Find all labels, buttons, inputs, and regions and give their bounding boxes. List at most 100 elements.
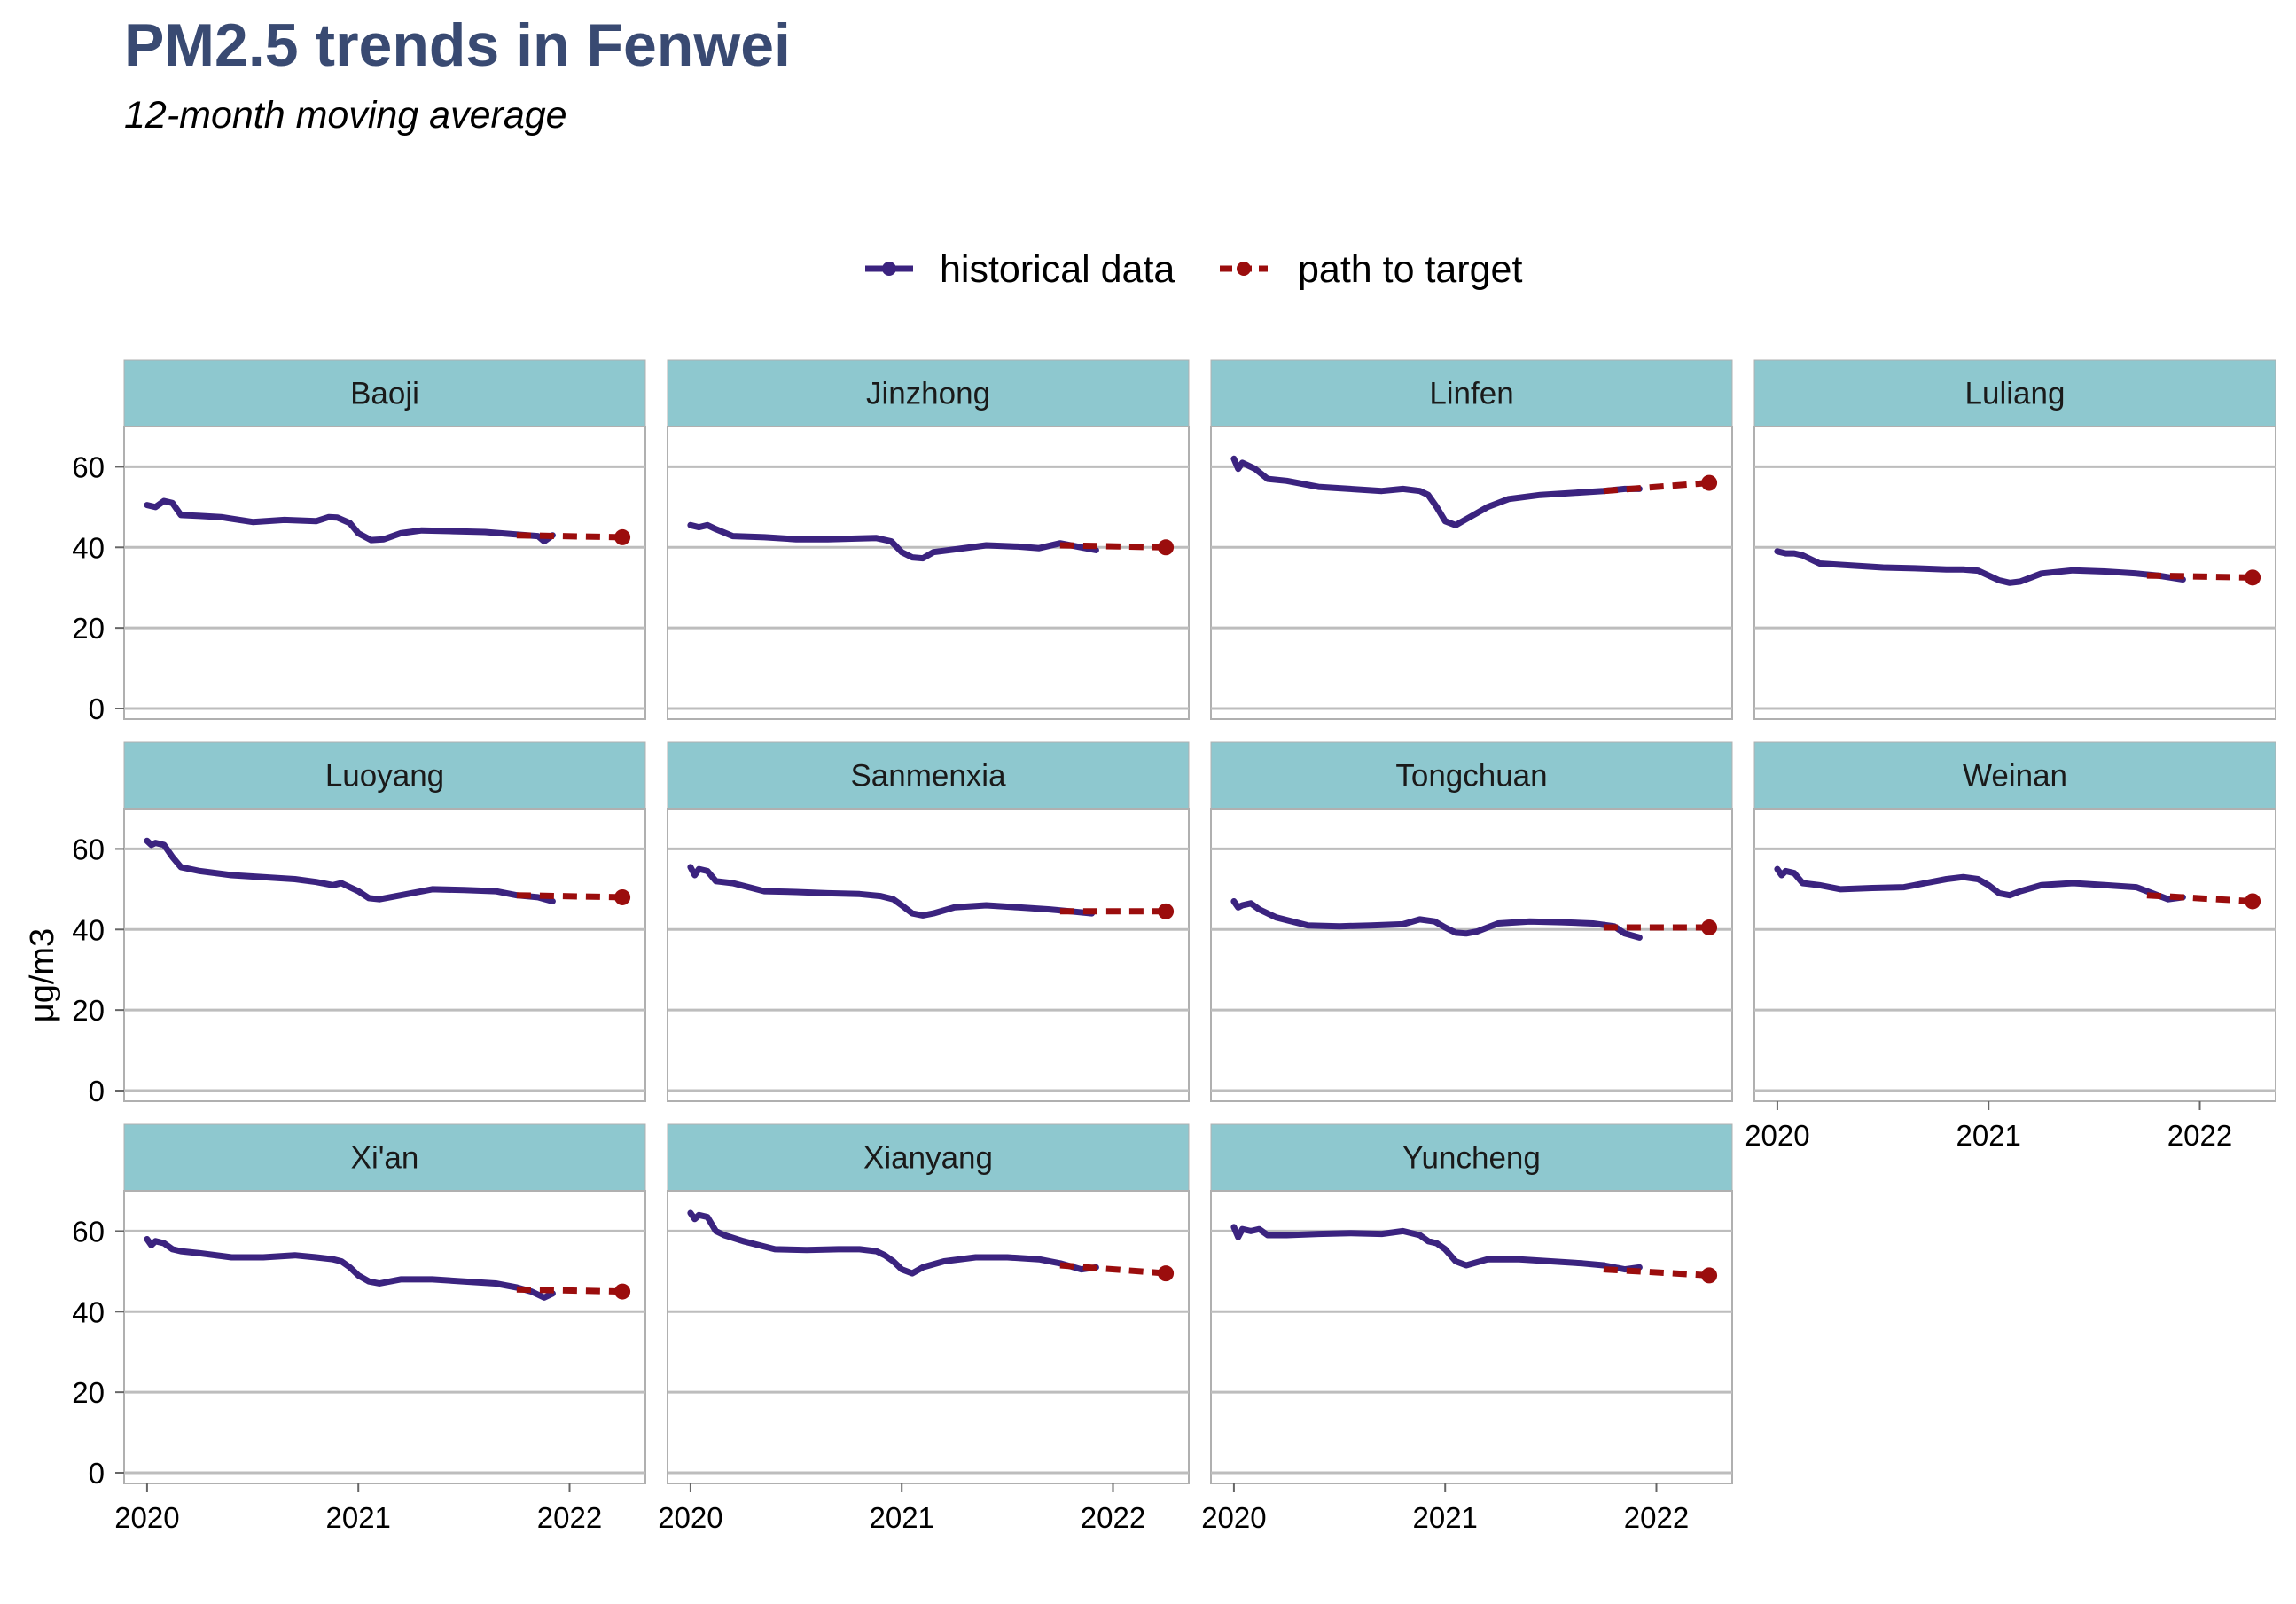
target-line-luliang bbox=[2146, 572, 2253, 581]
x-tick-yuncheng-2021: 2021 bbox=[1413, 1501, 1478, 1534]
panel-sanmenxia: Sanmenxia bbox=[667, 741, 1190, 1102]
historical-line-tongchuan bbox=[1230, 898, 1643, 941]
chart-title: PM2.5 trends in Fenwei bbox=[124, 12, 791, 79]
strip-luoyang bbox=[123, 741, 646, 810]
historical-line-luoyang bbox=[144, 837, 556, 904]
x-tick-xianyang-2021: 2021 bbox=[870, 1501, 934, 1534]
panel-luoyang: Luoyang 0 20 40 60 bbox=[72, 741, 646, 1107]
panel-xi-an: Xi'an 0 20 40 60 2020 2021 2022 bbox=[72, 1123, 646, 1534]
x-tick-weinan-2020: 2020 bbox=[1745, 1119, 1809, 1152]
target-point-jinzhong bbox=[1158, 539, 1175, 556]
target-line-jinzhong bbox=[1059, 542, 1167, 551]
panel-linfen: Linfen bbox=[1210, 359, 1733, 720]
target-line-weinan bbox=[2146, 892, 2253, 904]
plot-area-luoyang bbox=[123, 808, 646, 1102]
strip-tongchuan bbox=[1210, 741, 1733, 810]
panel-luliang: Luliang bbox=[1753, 359, 2276, 720]
strip-jinzhong bbox=[667, 359, 1190, 427]
legend-historical-marker bbox=[882, 262, 896, 276]
strip-label-tongchuan: Tongchuan bbox=[1395, 759, 1547, 794]
legend-historical-label: historical data bbox=[940, 248, 1175, 291]
panel-xianyang: Xianyang 2020 2021 2022 bbox=[658, 1123, 1190, 1534]
historical-line-sanmenxia bbox=[687, 864, 1096, 919]
legend-item-target: path to target bbox=[1220, 248, 1522, 291]
plot-area-xi-an bbox=[123, 1190, 646, 1484]
target-line-xi-an bbox=[516, 1286, 623, 1295]
legend-target-marker bbox=[1237, 262, 1251, 276]
panel-tongchuan: Tongchuan bbox=[1210, 741, 1733, 1102]
strip-sanmenxia bbox=[667, 741, 1190, 810]
target-point-luoyang bbox=[614, 888, 631, 905]
target-point-weinan bbox=[2245, 893, 2261, 910]
x-tick-weinan-2021: 2021 bbox=[1956, 1119, 2021, 1152]
x-tick-yuncheng-2020: 2020 bbox=[1201, 1501, 1266, 1534]
target-line-baoji bbox=[516, 532, 623, 541]
y-tick-xi-an-0: 0 bbox=[89, 1457, 105, 1490]
y-tick-luoyang-20: 20 bbox=[72, 994, 105, 1027]
y-tick-luoyang-60: 60 bbox=[72, 833, 105, 865]
panel-jinzhong: Jinzhong bbox=[667, 359, 1190, 720]
strip-label-weinan: Weinan bbox=[1963, 759, 2067, 794]
strip-label-linfen: Linfen bbox=[1429, 377, 1513, 411]
panel-weinan: Weinan 2020 2021 2022 bbox=[1745, 741, 2276, 1152]
x-tick-weinan-2022: 2022 bbox=[2167, 1119, 2232, 1152]
strip-yuncheng bbox=[1210, 1123, 1733, 1192]
x-tick-xi-an-2022: 2022 bbox=[537, 1501, 602, 1534]
x-tick-xianyang-2020: 2020 bbox=[658, 1501, 722, 1534]
historical-line-yuncheng bbox=[1230, 1224, 1643, 1273]
strip-label-xianyang: Xianyang bbox=[863, 1141, 993, 1176]
y-tick-baoji-20: 20 bbox=[72, 612, 105, 645]
y-tick-xi-an-20: 20 bbox=[72, 1376, 105, 1409]
strip-label-yuncheng: Yuncheng bbox=[1402, 1141, 1541, 1176]
strip-xi-an bbox=[123, 1123, 646, 1192]
strip-label-sanmenxia: Sanmenxia bbox=[850, 759, 1006, 794]
x-tick-xi-an-2021: 2021 bbox=[326, 1501, 391, 1534]
historical-line-jinzhong bbox=[687, 521, 1099, 562]
legend-target-label: path to target bbox=[1298, 248, 1522, 291]
strip-linfen bbox=[1210, 359, 1733, 427]
y-tick-xi-an-40: 40 bbox=[72, 1295, 105, 1328]
plot-area-tongchuan bbox=[1210, 808, 1733, 1102]
target-point-tongchuan bbox=[1701, 919, 1718, 936]
legend: historical data path to target bbox=[865, 248, 1522, 291]
strip-weinan bbox=[1753, 741, 2276, 810]
x-tick-xi-an-2020: 2020 bbox=[114, 1501, 179, 1534]
plot-area-yuncheng bbox=[1210, 1190, 1733, 1484]
x-tick-xianyang-2022: 2022 bbox=[1081, 1501, 1145, 1534]
plot-area-jinzhong bbox=[667, 426, 1190, 720]
strip-baoji bbox=[123, 359, 646, 427]
chart-subtitle: 12-month moving average bbox=[124, 94, 567, 137]
y-tick-xi-an-60: 60 bbox=[72, 1215, 105, 1248]
y-tick-baoji-40: 40 bbox=[72, 531, 105, 564]
target-point-yuncheng bbox=[1701, 1267, 1718, 1284]
historical-line-linfen bbox=[1230, 455, 1643, 528]
plot-area-luliang bbox=[1753, 426, 2276, 720]
y-tick-baoji-60: 60 bbox=[72, 450, 105, 483]
target-line-linfen bbox=[1603, 480, 1710, 495]
strip-label-luliang: Luliang bbox=[1965, 377, 2066, 411]
historical-line-xianyang bbox=[687, 1209, 1099, 1277]
plot-area-sanmenxia bbox=[667, 808, 1190, 1102]
y-tick-baoji-0: 0 bbox=[89, 692, 105, 725]
target-point-luliang bbox=[2245, 569, 2261, 586]
legend-item-historical: historical data bbox=[865, 248, 1175, 291]
x-tick-yuncheng-2022: 2022 bbox=[1624, 1501, 1689, 1534]
target-line-yuncheng bbox=[1603, 1266, 1710, 1279]
historical-line-weinan bbox=[1774, 865, 2186, 903]
strip-label-baoji: Baoji bbox=[350, 377, 419, 411]
y-tick-luoyang-0: 0 bbox=[89, 1075, 105, 1107]
strip-label-xi-an: Xi'an bbox=[351, 1141, 419, 1176]
target-point-linfen bbox=[1701, 474, 1718, 491]
y-tick-luoyang-40: 40 bbox=[72, 913, 105, 946]
historical-line-xi-an bbox=[144, 1236, 556, 1301]
plot-area-weinan bbox=[1753, 808, 2276, 1102]
strip-label-luoyang: Luoyang bbox=[325, 759, 444, 794]
target-point-xianyang bbox=[1158, 1265, 1175, 1282]
plot-area-linfen bbox=[1210, 426, 1733, 720]
strip-xianyang bbox=[667, 1123, 1190, 1192]
historical-line-luliang bbox=[1774, 548, 2186, 586]
y-axis-title: μg/m3 bbox=[24, 928, 61, 1022]
target-point-baoji bbox=[614, 528, 631, 545]
strip-luliang bbox=[1753, 359, 2276, 427]
